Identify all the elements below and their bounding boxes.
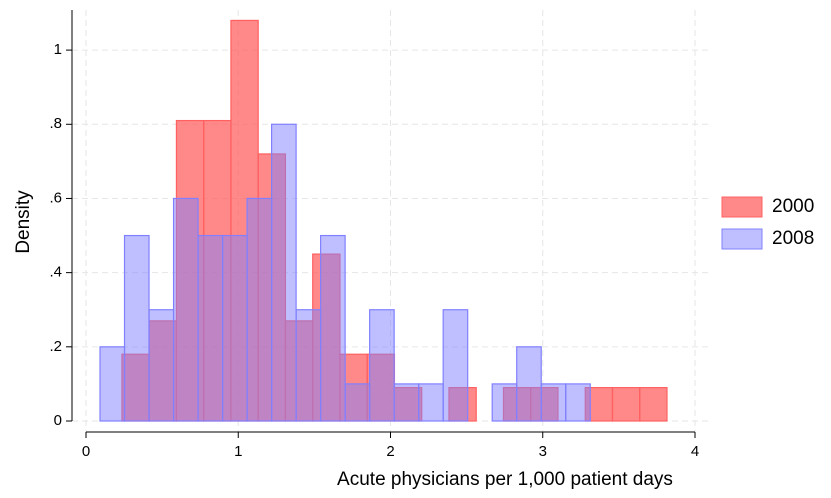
bar bbox=[148, 309, 175, 422]
bar bbox=[611, 387, 641, 422]
bar bbox=[369, 309, 395, 422]
legend-swatch bbox=[721, 228, 763, 250]
legend-swatch bbox=[721, 196, 763, 218]
bar bbox=[565, 383, 591, 422]
bar bbox=[639, 387, 668, 422]
bar bbox=[516, 346, 542, 422]
bar bbox=[344, 383, 371, 422]
y-axis-label: Density bbox=[13, 190, 34, 254]
x-tick-label: 2 bbox=[386, 443, 394, 460]
bar bbox=[246, 197, 273, 422]
y-tick-label: .6 bbox=[49, 189, 62, 206]
bar bbox=[99, 346, 126, 422]
bar bbox=[320, 234, 346, 422]
x-tick-label: 0 bbox=[82, 443, 90, 460]
y-tick-label: .4 bbox=[49, 264, 62, 281]
x-tick-label: 1 bbox=[234, 443, 242, 460]
y-tick-label: 1 bbox=[54, 41, 62, 58]
bar bbox=[491, 383, 518, 422]
bar bbox=[197, 234, 224, 422]
bar bbox=[540, 383, 567, 422]
y-tick-label: .8 bbox=[49, 115, 62, 132]
bar bbox=[221, 234, 248, 422]
legend-label: 2000 bbox=[772, 196, 814, 217]
x-tick-label: 4 bbox=[691, 443, 699, 460]
bar bbox=[418, 383, 444, 422]
y-tick-label: 0 bbox=[54, 412, 62, 429]
bar bbox=[172, 197, 199, 422]
x-axis-label: Acute physicians per 1,000 patient days bbox=[337, 469, 673, 490]
y-tick-label: .2 bbox=[49, 338, 62, 355]
bar bbox=[295, 309, 322, 422]
bar bbox=[270, 123, 297, 422]
x-tick-label: 3 bbox=[539, 443, 547, 460]
bar bbox=[123, 234, 150, 422]
legend-label: 2008 bbox=[772, 228, 814, 249]
bar bbox=[442, 309, 469, 422]
bar bbox=[393, 383, 420, 422]
